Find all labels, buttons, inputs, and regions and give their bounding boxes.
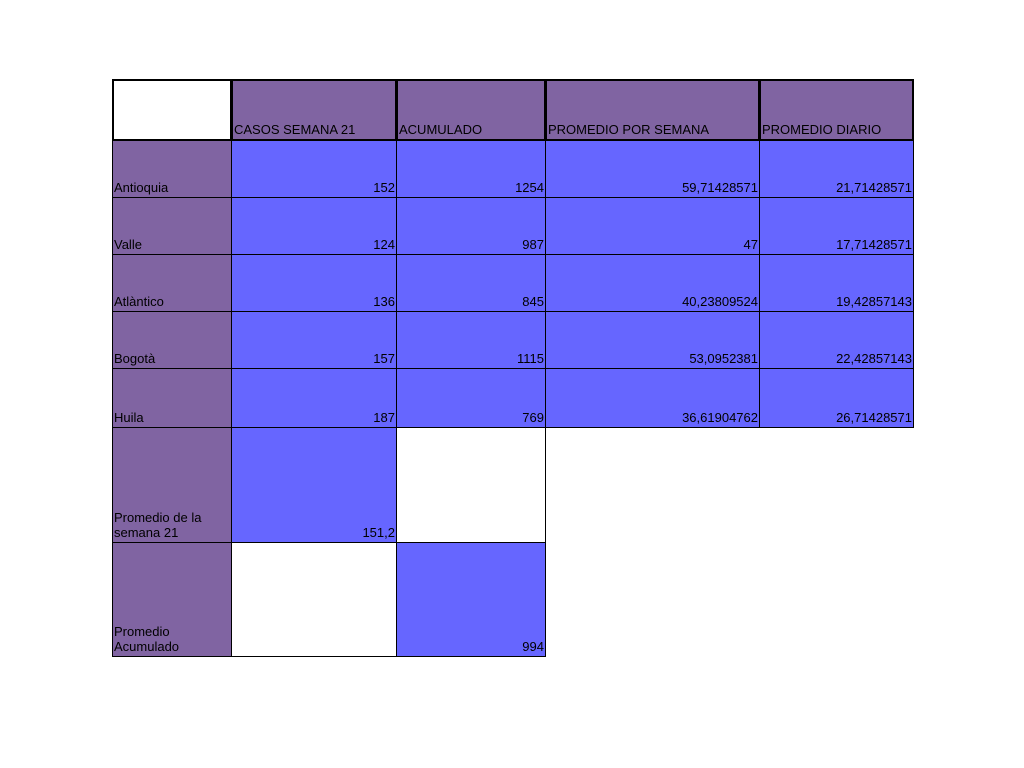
casos-cell[interactable]: 187 <box>231 368 397 428</box>
promedio-semana-cell[interactable]: 47 <box>545 197 760 255</box>
header-acumulado-text: ACUMULADO <box>399 122 483 138</box>
header-acumulado[interactable]: ACUMULADO <box>396 79 546 141</box>
acumulado-cell[interactable]: 1254 <box>396 140 546 198</box>
casos-value: 157 <box>373 351 395 367</box>
promedio-semana-value-cell[interactable]: 151,2 <box>231 427 397 543</box>
row-label: Atlàntico <box>114 294 164 310</box>
promedio-semana-value: 40,23809524 <box>682 294 758 310</box>
header-casos-semana[interactable]: CASOS SEMANA 21 <box>231 79 397 141</box>
row-label: Antioquia <box>114 180 169 196</box>
acumulado-cell[interactable]: 1115 <box>396 311 546 369</box>
header-promedio-semana-text: PROMEDIO POR SEMANA <box>548 122 710 138</box>
promedio-semana-label: Promedio de la semana 21 <box>114 510 202 541</box>
promedio-diario-value: 17,71428571 <box>836 237 912 253</box>
promedio-semana-cell[interactable]: 59,71428571 <box>545 140 760 198</box>
promedio-diario-value: 19,42857143 <box>836 294 912 310</box>
casos-value: 136 <box>373 294 395 310</box>
promedio-semana-cell[interactable]: 40,23809524 <box>545 254 760 312</box>
promedio-semana-cell[interactable]: 36,61904762 <box>545 368 760 428</box>
promedio-acumulado-value-cell[interactable]: 994 <box>396 542 546 657</box>
header-promedio-diario[interactable]: PROMEDIO DIARIO <box>759 79 914 141</box>
promedio-diario-value: 26,71428571 <box>836 410 912 426</box>
acumulado-value: 845 <box>522 294 544 310</box>
promedio-semana-value: 53,0952381 <box>689 351 758 367</box>
header-promedio-diario-text: PROMEDIO DIARIO <box>762 122 882 138</box>
acumulado-value: 1115 <box>517 351 544 367</box>
promedio-diario-cell[interactable]: 19,42857143 <box>759 254 914 312</box>
promedio-acumulado-label: Promedio Acumulado <box>114 624 180 655</box>
promedio-semana-value: 47 <box>743 237 758 253</box>
promedio-diario-cell[interactable]: 21,71428571 <box>759 140 914 198</box>
row-label-cell[interactable]: Bogotà <box>112 311 232 369</box>
promedio-diario-cell[interactable]: 22,42857143 <box>759 311 914 369</box>
header-corner-cell[interactable] <box>112 79 232 141</box>
row-label: Huila <box>114 410 144 426</box>
casos-cell[interactable]: 157 <box>231 311 397 369</box>
row-label-cell[interactable]: Antioquia <box>112 140 232 198</box>
row-label-cell[interactable]: Huila <box>112 368 232 428</box>
promedio-semana-cell[interactable]: 53,0952381 <box>545 311 760 369</box>
header-casos-semana-text: CASOS SEMANA 21 <box>234 122 356 138</box>
promedio-semana-label-cell[interactable]: Promedio de la semana 21 <box>112 427 232 543</box>
promedio-semana-value: 59,71428571 <box>682 180 758 196</box>
acumulado-value: 987 <box>522 237 544 253</box>
row-label-cell[interactable]: Atlàntico <box>112 254 232 312</box>
empty-cell[interactable] <box>231 542 397 657</box>
promedio-diario-value: 22,42857143 <box>836 351 912 367</box>
acumulado-cell[interactable]: 845 <box>396 254 546 312</box>
casos-value: 187 <box>373 410 395 426</box>
promedio-semana-summary-value: 151,2 <box>362 525 395 541</box>
promedio-acumulado-label-cell[interactable]: Promedio Acumulado <box>112 542 232 657</box>
row-label-cell[interactable]: Valle <box>112 197 232 255</box>
row-label: Valle <box>114 237 142 253</box>
acumulado-value: 769 <box>522 410 544 426</box>
promedio-acumulado-summary-value: 994 <box>522 639 544 655</box>
acumulado-cell[interactable]: 987 <box>396 197 546 255</box>
casos-value: 124 <box>373 237 395 253</box>
casos-value: 152 <box>373 180 395 196</box>
acumulado-cell[interactable]: 769 <box>396 368 546 428</box>
row-label: Bogotà <box>114 351 156 367</box>
casos-cell[interactable]: 136 <box>231 254 397 312</box>
empty-cell[interactable] <box>396 427 546 543</box>
promedio-diario-cell[interactable]: 17,71428571 <box>759 197 914 255</box>
promedio-semana-value: 36,61904762 <box>682 410 758 426</box>
header-promedio-semana[interactable]: PROMEDIO POR SEMANA <box>545 79 760 141</box>
promedio-diario-cell[interactable]: 26,71428571 <box>759 368 914 428</box>
promedio-diario-value: 21,71428571 <box>836 180 912 196</box>
casos-cell[interactable]: 152 <box>231 140 397 198</box>
acumulado-value: 1254 <box>515 180 544 196</box>
casos-cell[interactable]: 124 <box>231 197 397 255</box>
